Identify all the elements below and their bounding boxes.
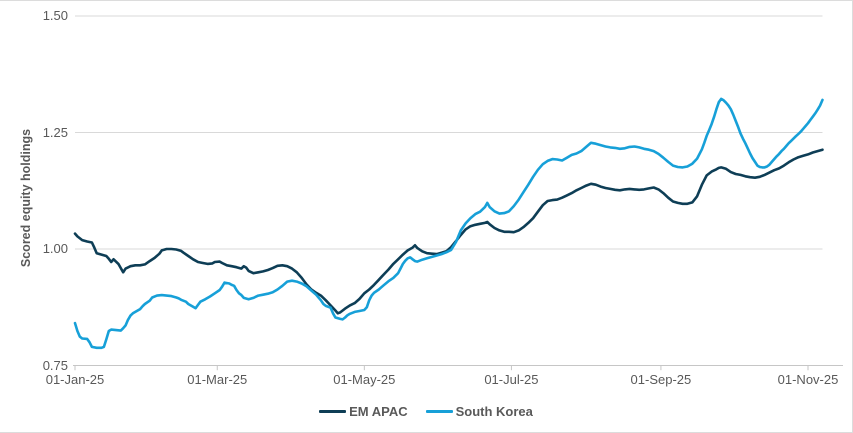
x-tick-label: 01-Sep-25 (630, 372, 692, 387)
y-tick-label: 0.75 (42, 357, 68, 373)
x-tick-label: 01-Mar-25 (187, 372, 248, 387)
y-tick-label: 1.00 (42, 241, 68, 256)
x-tick-label: 01-Nov-25 (777, 372, 839, 387)
legend-item-south-korea: South Korea (425, 404, 533, 419)
legend-label: South Korea (455, 404, 533, 419)
x-tick-label: 01-May-25 (333, 372, 396, 387)
legend-label: EM APAC (349, 404, 408, 419)
chart-legend: EM APAC South Korea (0, 404, 852, 419)
line-series-em-apac (73, 148, 824, 315)
line-series-south-korea (73, 97, 824, 350)
y-tick-label: 1.50 (42, 8, 68, 23)
x-tick-label: 01-Jan-25 (45, 372, 105, 387)
y-tick-label: 1.25 (42, 124, 68, 140)
legend-item-em-apac: EM APAC (319, 404, 408, 419)
x-tick-label: 01-Jul-25 (484, 372, 539, 387)
legend-swatch (425, 410, 453, 413)
legend-swatch (319, 410, 347, 413)
